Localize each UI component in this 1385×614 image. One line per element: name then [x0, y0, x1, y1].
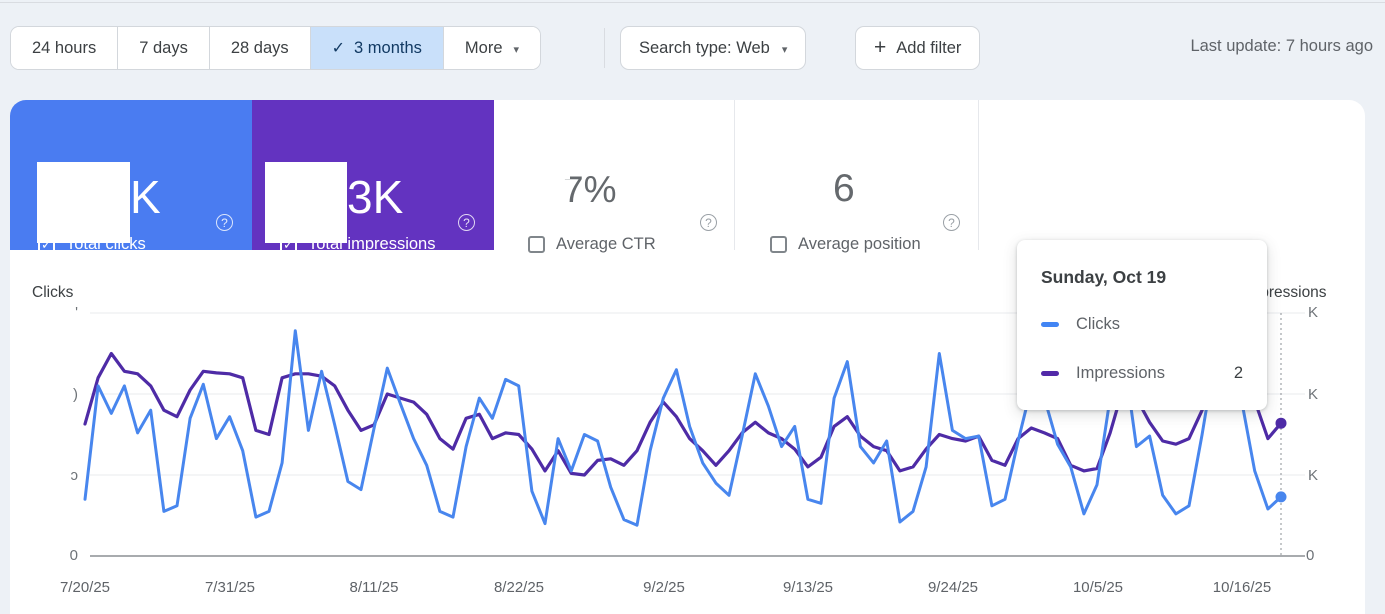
caret-down-icon: ▾ — [781, 43, 788, 56]
impressions-hover-dot — [1275, 417, 1287, 429]
clicks-series-line — [83, 329, 1283, 527]
last-update-text: Last update: 7 hours ago — [1190, 37, 1373, 55]
average-ctr-value: 7% — [563, 169, 617, 210]
xtick: 10/5/25 — [1072, 579, 1124, 596]
date-range-segmented-control: 24 hours 7 days 28 days ✓ 3 months More … — [10, 26, 542, 70]
unchecked-checkbox-icon[interactable] — [770, 236, 787, 253]
help-icon[interactable]: ? — [943, 214, 960, 231]
xtick: 9/24/25 — [927, 579, 979, 596]
redaction-box — [265, 162, 347, 243]
metric-label: Average CTR — [556, 235, 656, 253]
check-icon: ✓ — [331, 40, 346, 57]
plus-icon: + — [874, 36, 887, 59]
help-icon[interactable]: ? — [216, 214, 233, 231]
range-28-days-label: 28 days — [230, 38, 289, 57]
range-24-hours-label: 24 hours — [32, 38, 97, 57]
left-axis-title: Clicks — [32, 284, 74, 301]
add-filter-label: Add filter — [896, 38, 962, 57]
total-clicks-value: K — [130, 171, 161, 223]
left-ytick-remnant: ) — [73, 386, 78, 403]
right-ytick: K — [1308, 386, 1319, 403]
xtick: 7/31/25 — [204, 579, 256, 596]
filter-toolbar: 24 hours 7 days 28 days ✓ 3 months More … — [0, 0, 1385, 96]
range-28-days[interactable]: 28 days — [208, 27, 310, 69]
range-3-months[interactable]: ✓ 3 months — [309, 27, 443, 69]
xtick: 9/13/25 — [782, 579, 834, 596]
xtick: 7/20/25 — [59, 579, 111, 596]
clicks-hover-dot — [1275, 491, 1287, 503]
range-24-hours[interactable]: 24 hours — [11, 27, 118, 69]
tooltip-row-impressions: Impressions 2 — [1041, 362, 1243, 384]
right-ytick: K — [1308, 467, 1319, 484]
card-head: Average position — [770, 235, 921, 254]
left-ytick-remnant: ' — [75, 304, 78, 321]
chart-tooltip: Sunday, Oct 19 Clicks Impressions 2 — [1017, 240, 1267, 410]
caret-down-icon: ▾ — [513, 43, 520, 56]
help-icon[interactable]: ? — [458, 214, 475, 231]
left-ytick-remnant: ɔ — [70, 467, 79, 484]
xtick: 9/2/25 — [643, 579, 685, 596]
xtick: 8/11/25 — [349, 579, 399, 596]
metric-card-average-position[interactable]: Average position — [735, 100, 979, 253]
range-3-months-label: 3 months — [354, 38, 422, 57]
tooltip-row-clicks: Clicks — [1041, 313, 1243, 335]
tooltip-date-title: Sunday, Oct 19 — [1041, 267, 1167, 287]
add-filter-button[interactable]: + Add filter — [855, 26, 981, 70]
tooltip-row-value: 2 — [1233, 363, 1243, 382]
right-ytick: K — [1308, 304, 1319, 321]
range-7-days-label: 7 days — [139, 38, 188, 57]
right-ytick-zero: 0 — [1306, 547, 1315, 564]
card-head: Average CTR — [528, 235, 656, 254]
search-type-dropdown[interactable]: Search type: Web ▾ — [620, 26, 807, 70]
toolbar-divider — [604, 28, 605, 68]
average-position-value: 6 — [833, 167, 855, 210]
range-more[interactable]: More ▾ — [442, 27, 541, 69]
left-ytick-zero: 0 — [69, 547, 78, 564]
impressions-series-line — [83, 351, 1283, 477]
redaction-box — [516, 156, 570, 179]
top-divider — [0, 2, 1385, 3]
redaction-box — [824, 157, 866, 170]
metric-label: Average position — [798, 235, 921, 253]
redaction-box — [37, 162, 130, 243]
search-type-label: Search type: Web — [639, 38, 770, 57]
help-icon[interactable]: ? — [700, 214, 717, 231]
tooltip-row-label: Clicks — [1076, 314, 1120, 333]
unchecked-checkbox-icon[interactable] — [528, 236, 545, 253]
tooltip-row-label: Impressions — [1076, 363, 1165, 382]
range-7-days[interactable]: 7 days — [117, 27, 209, 69]
total-impressions-value: 3K — [347, 171, 404, 223]
xtick: 8/22/25 — [493, 579, 545, 596]
xtick: 10/16/25 — [1212, 579, 1272, 596]
clicks-series-icon — [1041, 321, 1059, 327]
impressions-series-icon — [1041, 370, 1059, 376]
range-more-label: More — [464, 38, 503, 57]
